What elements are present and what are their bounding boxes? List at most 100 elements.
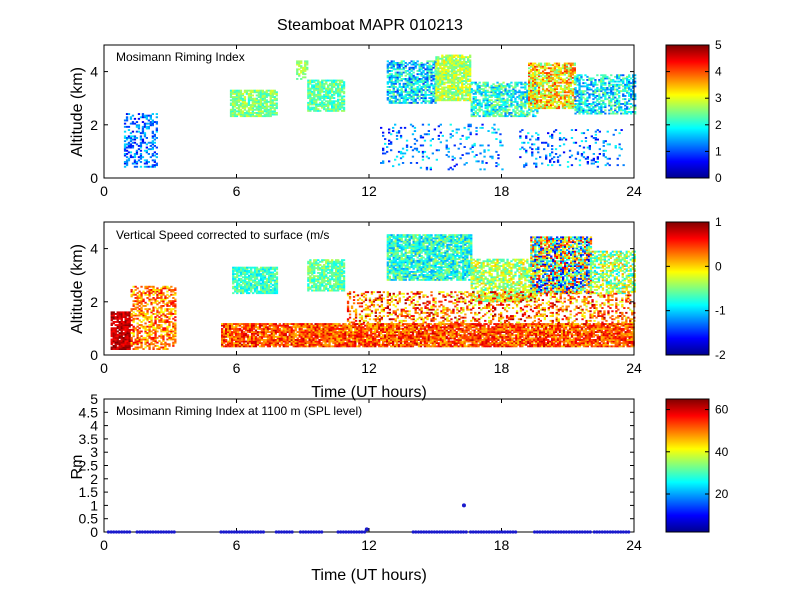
heatmap-cell: [455, 75, 458, 78]
heatmap-cell: [386, 90, 389, 93]
heatmap-cell: [392, 92, 395, 95]
heatmap-cell: [166, 285, 169, 288]
heatmap-cell: [251, 99, 254, 102]
heatmap-cell: [539, 64, 543, 67]
heatmap-cell: [588, 93, 591, 96]
heatmap-cell: [233, 342, 236, 345]
heatmap-cell: [114, 332, 117, 334]
heatmap-cell: [534, 78, 537, 81]
heatmap-cell: [604, 88, 607, 91]
heatmap-cell: [396, 73, 399, 76]
heatmap-cell: [574, 90, 577, 93]
heatmap-cell: [268, 345, 271, 348]
heatmap-cell: [584, 85, 587, 88]
heatmap-cell: [441, 75, 444, 78]
heatmap-cell: [604, 103, 607, 105]
heatmap-cell: [457, 68, 460, 71]
heatmap-cell: [455, 84, 458, 87]
heatmap-cell: [516, 91, 519, 94]
heatmap-cell: [236, 340, 240, 343]
heatmap-cell: [556, 156, 560, 159]
heatmap-cell: [296, 63, 299, 66]
heatmap-cell: [499, 133, 502, 136]
heatmap-cell: [512, 88, 515, 90]
heatmap-cell: [153, 138, 156, 141]
heatmap-cell: [247, 104, 251, 106]
heatmap-cell: [140, 309, 143, 312]
heatmap-cell: [574, 99, 577, 102]
heatmap-cell: [492, 112, 495, 114]
heatmap-cell: [325, 87, 328, 90]
heatmap-cell: [268, 343, 271, 346]
heatmap-cell: [118, 314, 121, 317]
colorbar-tick-label: 0: [715, 171, 722, 185]
y-tick-label: 2: [90, 117, 98, 133]
heatmap-cell: [132, 305, 135, 307]
heatmap-cell: [495, 131, 498, 134]
heatmap-cell: [265, 112, 268, 114]
heatmap-cell: [476, 102, 479, 105]
heatmap-cell: [467, 61, 470, 63]
heatmap-cell: [239, 94, 243, 97]
heatmap-cell: [315, 86, 318, 88]
heatmap-cell: [398, 79, 401, 82]
heatmap-cell: [549, 89, 553, 92]
heatmap-cell: [278, 324, 281, 327]
heatmap-cell: [494, 104, 497, 106]
heatmap-cell: [569, 100, 572, 103]
heatmap-cell: [221, 329, 224, 332]
heatmap-cell: [327, 101, 330, 104]
heatmap-cell: [110, 333, 113, 336]
heatmap-cell: [469, 133, 472, 136]
heatmap-cell: [420, 74, 423, 77]
heatmap-cell: [408, 81, 411, 84]
heatmap-cell: [112, 338, 115, 341]
heatmap-cell: [598, 95, 601, 97]
heatmap-cell: [630, 85, 633, 88]
heatmap-cell: [551, 88, 555, 90]
heatmap-cell: [470, 100, 473, 103]
heatmap-cell: [229, 337, 232, 340]
heatmap-cell: [528, 100, 531, 103]
heatmap-cell: [313, 90, 316, 93]
heatmap-cell: [148, 316, 151, 319]
heatmap-cell: [147, 148, 150, 151]
heatmap-cell: [516, 96, 519, 98]
heatmap-cell: [472, 108, 475, 111]
heatmap-cell: [329, 95, 332, 98]
heatmap-cell: [294, 334, 297, 337]
heatmap-cell: [128, 314, 131, 317]
heatmap-cell: [126, 348, 129, 350]
heatmap-cell: [596, 157, 599, 160]
heatmap-cell: [269, 94, 272, 97]
heatmap-cell: [594, 82, 597, 85]
heatmap-cell: [288, 343, 291, 346]
heatmap-cell: [553, 92, 557, 95]
heatmap-cell: [602, 75, 605, 78]
heatmap-cell: [492, 108, 495, 111]
heatmap-cell: [447, 155, 450, 158]
heatmap-cell: [531, 153, 534, 155]
heatmap-cell: [292, 342, 295, 345]
heatmap-cell: [445, 76, 448, 79]
heatmap-cell: [420, 71, 423, 74]
heatmap-cell: [142, 348, 145, 350]
heatmap-cell: [256, 323, 260, 325]
heatmap-cell: [437, 57, 440, 60]
heatmap-cell: [512, 104, 515, 106]
heatmap-cell: [392, 66, 395, 69]
heatmap-cell: [447, 78, 450, 81]
heatmap-cell: [254, 339, 258, 341]
heatmap-cell: [570, 154, 574, 157]
heatmap-cell: [491, 155, 494, 158]
heatmap-cell: [543, 148, 546, 151]
heatmap-cell: [286, 343, 289, 346]
heatmap-cell: [614, 107, 617, 110]
heatmap-cell: [138, 311, 141, 314]
heatmap-cell: [559, 68, 563, 71]
heatmap-cell: [339, 79, 342, 82]
heatmap-cell: [127, 145, 131, 147]
heatmap-cell: [126, 325, 129, 328]
heatmap-cell: [139, 143, 143, 146]
heatmap-cell: [243, 105, 247, 108]
